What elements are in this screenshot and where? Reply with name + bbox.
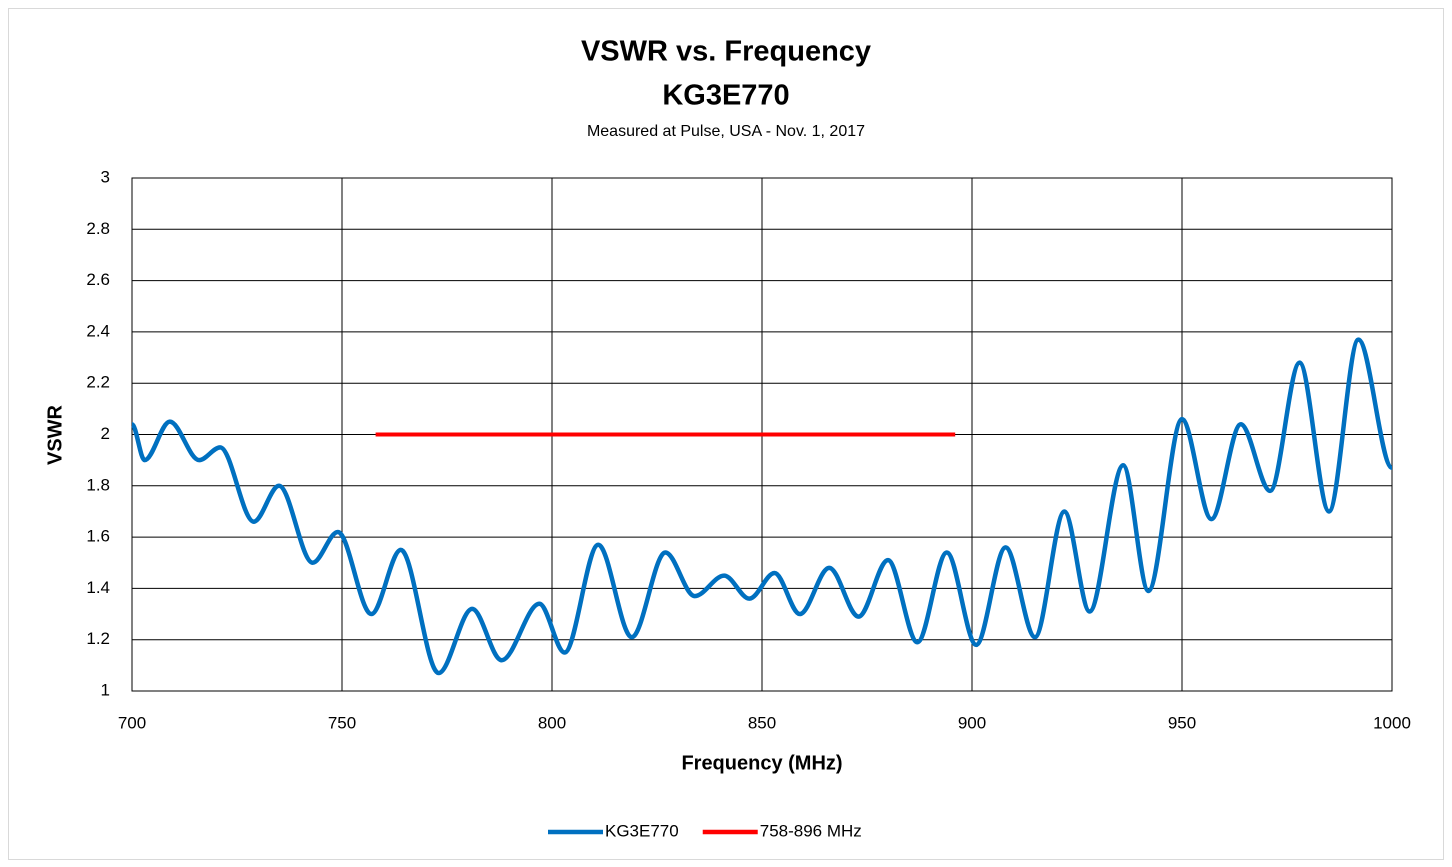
y-tick-label: 3 (101, 167, 110, 186)
legend-label: 758-896 MHz (760, 821, 862, 840)
x-axis-label: Frequency (MHz) (681, 752, 842, 774)
y-tick-label: 2 (101, 424, 110, 443)
x-tick-label: 850 (748, 713, 776, 732)
y-tick-label: 1.8 (86, 475, 110, 494)
y-tick-label: 1.2 (86, 629, 110, 648)
x-tick-label: 800 (538, 713, 566, 732)
x-tick-label: 750 (328, 713, 356, 732)
y-tick-label: 2.4 (86, 321, 110, 340)
y-tick-label: 2.6 (86, 270, 110, 289)
chart-title: VSWR vs. Frequency (581, 36, 871, 68)
y-tick-label: 2.2 (86, 373, 110, 392)
data-line (129, 337, 1395, 676)
legend-label: KG3E770 (605, 821, 679, 840)
x-tick-label: 1000 (1373, 713, 1411, 732)
y-tick-label: 1.6 (86, 527, 110, 546)
y-tick-label: 2.8 (86, 219, 110, 238)
x-tick-label: 700 (118, 713, 146, 732)
chart-subtitle: KG3E770 (662, 80, 789, 112)
y-tick-label: 1.4 (86, 578, 110, 597)
x-tick-label: 950 (1168, 713, 1196, 732)
y-axis-label: VSWR (44, 404, 66, 465)
y-tick-label: 1 (101, 680, 110, 699)
x-tick-label: 900 (958, 713, 986, 732)
chart-subtitle: Measured at Pulse, USA - Nov. 1, 2017 (587, 123, 865, 140)
